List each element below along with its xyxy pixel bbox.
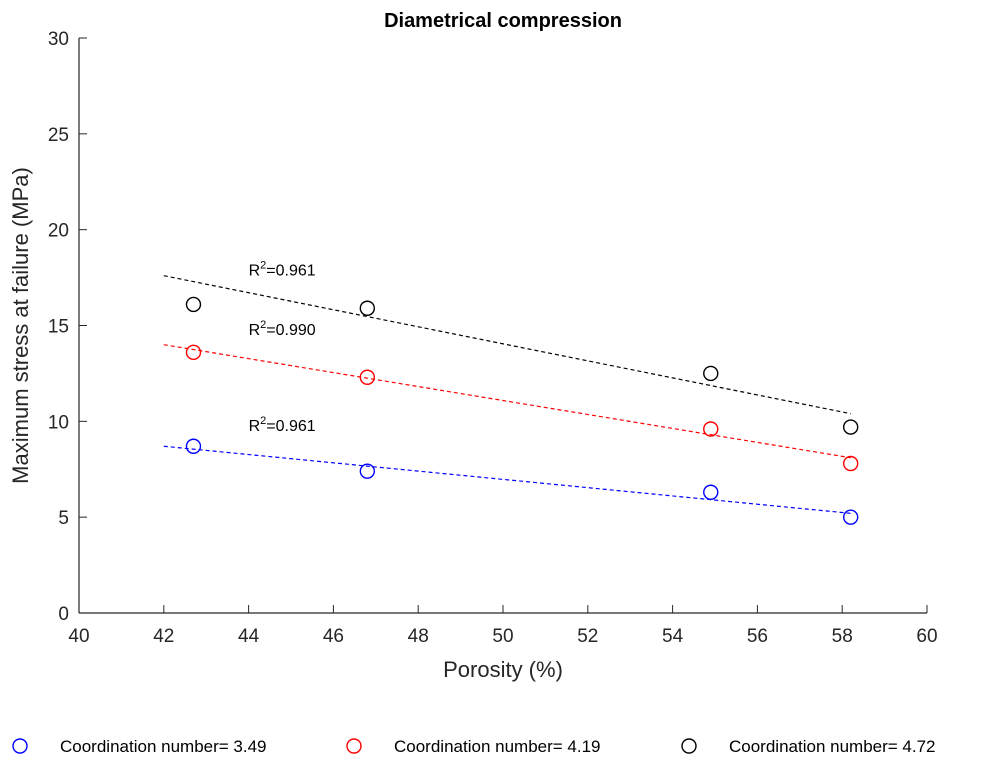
y-tick-label: 30 (48, 29, 69, 50)
r2-symbol: R (249, 322, 261, 339)
y-tick-label: 10 (48, 412, 69, 433)
chart-title: Diametrical compression (384, 10, 622, 32)
x-tick-label: 58 (832, 626, 853, 647)
legend-label-1: Coordination number= 4.19 (394, 737, 601, 756)
x-axis-label: Porosity (%) (443, 657, 563, 682)
legend-label-0: Coordination number= 3.49 (60, 737, 267, 756)
r2-value: =0.990 (266, 322, 315, 339)
r2-label-1: R2=0.990 (249, 319, 316, 339)
x-tick-label: 44 (238, 626, 260, 647)
legend-label-2: Coordination number= 4.72 (729, 737, 936, 756)
data-point (185, 344, 202, 361)
data-point (185, 438, 202, 454)
data-point (703, 365, 719, 382)
data-points (185, 296, 859, 525)
x-tick-label: 60 (916, 626, 937, 647)
y-tick-label: 5 (58, 508, 69, 529)
data-point (842, 419, 859, 435)
x-tick-label: 56 (747, 626, 768, 647)
fit-line-2 (163, 275, 851, 415)
r2-superscript: 2 (260, 319, 266, 331)
r2-superscript: 2 (260, 415, 266, 427)
r2-label-2: R2=0.961 (249, 260, 316, 280)
fit-lines (163, 275, 851, 514)
x-tick-label: 50 (492, 626, 513, 647)
y-tick-label: 25 (48, 125, 69, 146)
data-point (359, 369, 376, 385)
r2-value: =0.961 (266, 263, 315, 280)
data-point (185, 296, 202, 313)
x-tick-label: 46 (323, 626, 344, 647)
r2-label-0: R2=0.961 (249, 415, 316, 435)
y-tick-label: 20 (48, 221, 69, 242)
y-tick-label: 15 (48, 317, 69, 338)
x-tick-label: 42 (153, 626, 174, 647)
x-tick-label: 54 (662, 626, 684, 647)
r2-value: =0.961 (266, 418, 315, 435)
legend-marker-2 (681, 738, 697, 754)
x-tick-label: 48 (408, 626, 429, 647)
data-point (842, 509, 859, 525)
fit-line-0 (163, 445, 851, 514)
r2-symbol: R (249, 263, 261, 280)
data-point (842, 455, 859, 472)
r2-superscript: 2 (260, 260, 266, 272)
data-point (703, 421, 719, 437)
x-tick-label: 52 (577, 626, 598, 647)
legend-marker-0 (12, 738, 28, 754)
legend: Coordination number= 3.49 Coordination nu… (12, 737, 936, 756)
y-axis-label: Maximum stress at failure (MPa) (8, 167, 33, 484)
data-point (703, 484, 719, 500)
x-tick-label: 40 (68, 626, 89, 647)
axes: 40 42 44 46 48 50 52 54 56 58 60 0 5 10 15 20 25 30 (48, 29, 938, 647)
y-tick-label: 0 (58, 604, 69, 625)
data-point (359, 463, 376, 479)
legend-marker-1 (346, 738, 362, 754)
r2-symbol: R (249, 418, 261, 435)
data-point (359, 300, 376, 316)
